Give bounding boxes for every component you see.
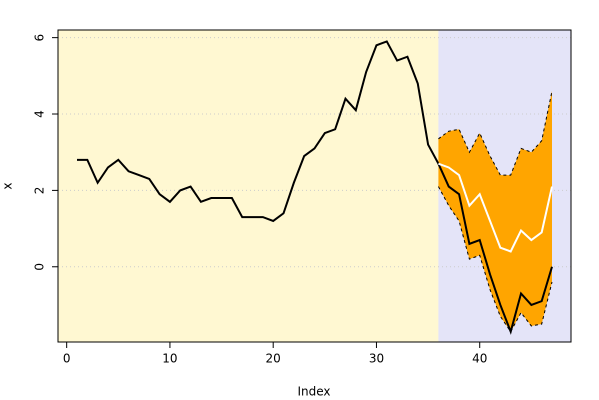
x-tick-label: 20 xyxy=(266,352,281,366)
y-tick-label: 0 xyxy=(33,263,47,271)
series-line xyxy=(77,40,553,335)
series-line xyxy=(438,90,553,176)
plot-border xyxy=(57,29,572,343)
y-tick-label: 2 xyxy=(33,187,47,195)
history-region xyxy=(58,30,439,342)
series-line xyxy=(438,162,553,253)
x-axis-label: Index xyxy=(297,385,330,399)
y-tick-label: 6 xyxy=(33,34,47,42)
x-tick-label: 30 xyxy=(369,352,384,366)
x-tick-label: 10 xyxy=(162,352,177,366)
forecast-band xyxy=(438,91,552,332)
x-tick-label: 0 xyxy=(63,352,71,366)
series-line xyxy=(437,186,553,333)
y-axis-label: x xyxy=(1,182,15,189)
y-tick-label: 4 xyxy=(33,110,47,118)
x-tick-label: 40 xyxy=(472,352,487,366)
